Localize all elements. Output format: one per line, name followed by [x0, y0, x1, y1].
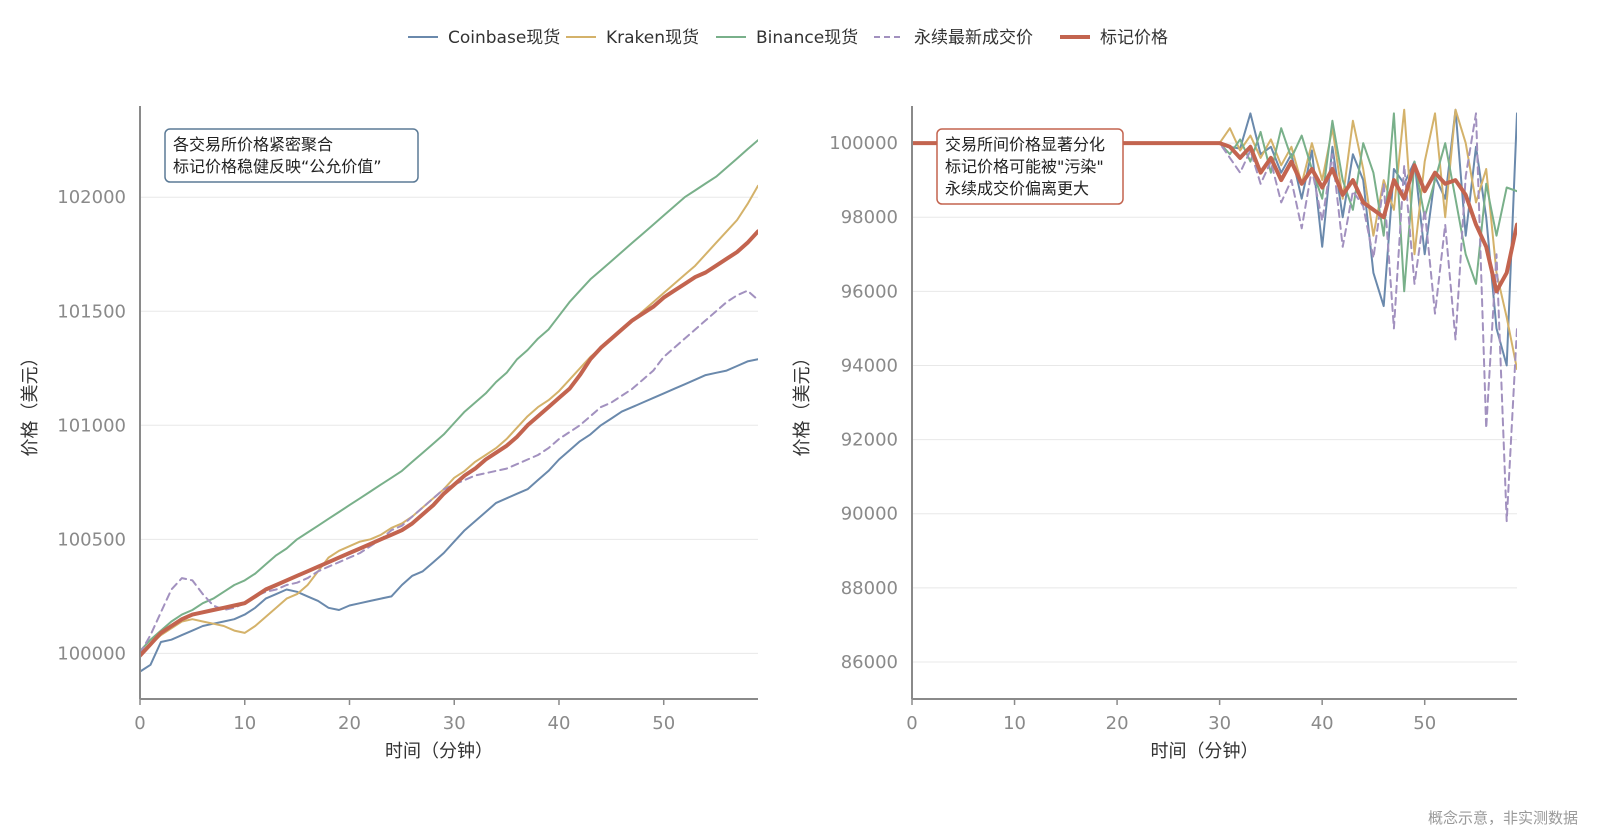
right-ytick-label: 88000	[841, 578, 898, 599]
left-ytick-label: 102000	[57, 187, 126, 208]
left-series-kraken	[140, 184, 758, 657]
left-series-mark	[140, 229, 758, 658]
legend-label-binance: Binance现货	[756, 28, 858, 48]
left-series-clip-group	[140, 139, 758, 673]
legend: Coinbase现货 Kraken现货 Binance现货 永续最新成交价 标记价格	[408, 28, 1168, 48]
left-xtick-label: 50	[652, 713, 675, 734]
right-axes: 86000 88000 90000 92000 94000 96000 98000 10000…	[792, 106, 1517, 762]
left-series-binance	[140, 139, 758, 653]
right-ytick-label: 96000	[841, 281, 898, 302]
right-ytick-label: 92000	[841, 430, 898, 451]
left-annotation-line: 标记价格稳健反映“公允价值”	[173, 157, 382, 176]
left-ytick-label: 101000	[57, 415, 126, 436]
right-ytick-label: 98000	[841, 207, 898, 228]
right-xtick-label: 0	[906, 713, 917, 734]
legend-label-perp: 永续最新成交价	[914, 28, 1033, 48]
right-panel: 86000 88000 90000 92000 94000 96000 98000 10000…	[792, 106, 1517, 762]
right-xtick-label: 40	[1311, 713, 1334, 734]
left-annotation-line: 各交易所价格紧密聚合	[173, 135, 333, 154]
right-ytick-label: 100000	[829, 133, 898, 154]
left-xtick-label: 10	[233, 713, 256, 734]
left-ytick-label: 101500	[57, 301, 126, 322]
footnote: 概念示意，非实测数据	[1428, 809, 1578, 827]
right-annotation-frame	[936, 128, 1124, 205]
right-ytick-label: 94000	[841, 355, 898, 376]
right-annotation-line: 交易所间价格显著分化	[945, 135, 1105, 154]
legend-label-coinbase: Coinbase现货	[448, 28, 560, 48]
left-x-axis-title: 时间（分钟）	[385, 741, 493, 762]
right-xtick-label: 50	[1413, 713, 1436, 734]
right-xtick-label: 20	[1106, 713, 1129, 734]
left-panel: 100000 100500 101000 101500 102000 0 10 20 30 40 5…	[20, 106, 758, 762]
right-y-axis-title: 价格（美元）	[792, 349, 813, 457]
legend-label-mark: 标记价格	[1100, 28, 1168, 48]
right-gridlines	[912, 142, 1517, 663]
left-ytick-label: 100500	[57, 529, 126, 550]
left-ytick-label: 100000	[57, 643, 126, 664]
left-series-lines	[140, 139, 758, 673]
left-y-axis-title: 价格（美元）	[20, 349, 41, 457]
right-x-axis-title: 时间（分钟）	[1151, 741, 1259, 762]
left-series-perp	[140, 289, 758, 655]
right-annotation-line: 标记价格可能被"污染"	[945, 157, 1104, 176]
right-annotation-line: 永续成交价偏离更大	[945, 179, 1089, 198]
right-xtick-label: 30	[1208, 713, 1231, 734]
right-ytick-label: 90000	[841, 504, 898, 525]
right-xtick-label: 10	[1003, 713, 1026, 734]
left-series-coinbase	[140, 358, 758, 673]
left-xtick-label: 20	[338, 713, 361, 734]
left-xtick-label: 30	[443, 713, 466, 734]
left-xtick-label: 0	[134, 713, 145, 734]
left-axes: 100000 100500 101000 101500 102000 0 10 20 30 40 5…	[20, 106, 758, 762]
legend-label-kraken: Kraken现货	[606, 28, 699, 48]
left-gridlines	[140, 196, 758, 654]
left-annotation-frame	[164, 128, 419, 183]
left-xtick-label: 40	[548, 713, 571, 734]
right-ytick-label: 86000	[841, 652, 898, 673]
